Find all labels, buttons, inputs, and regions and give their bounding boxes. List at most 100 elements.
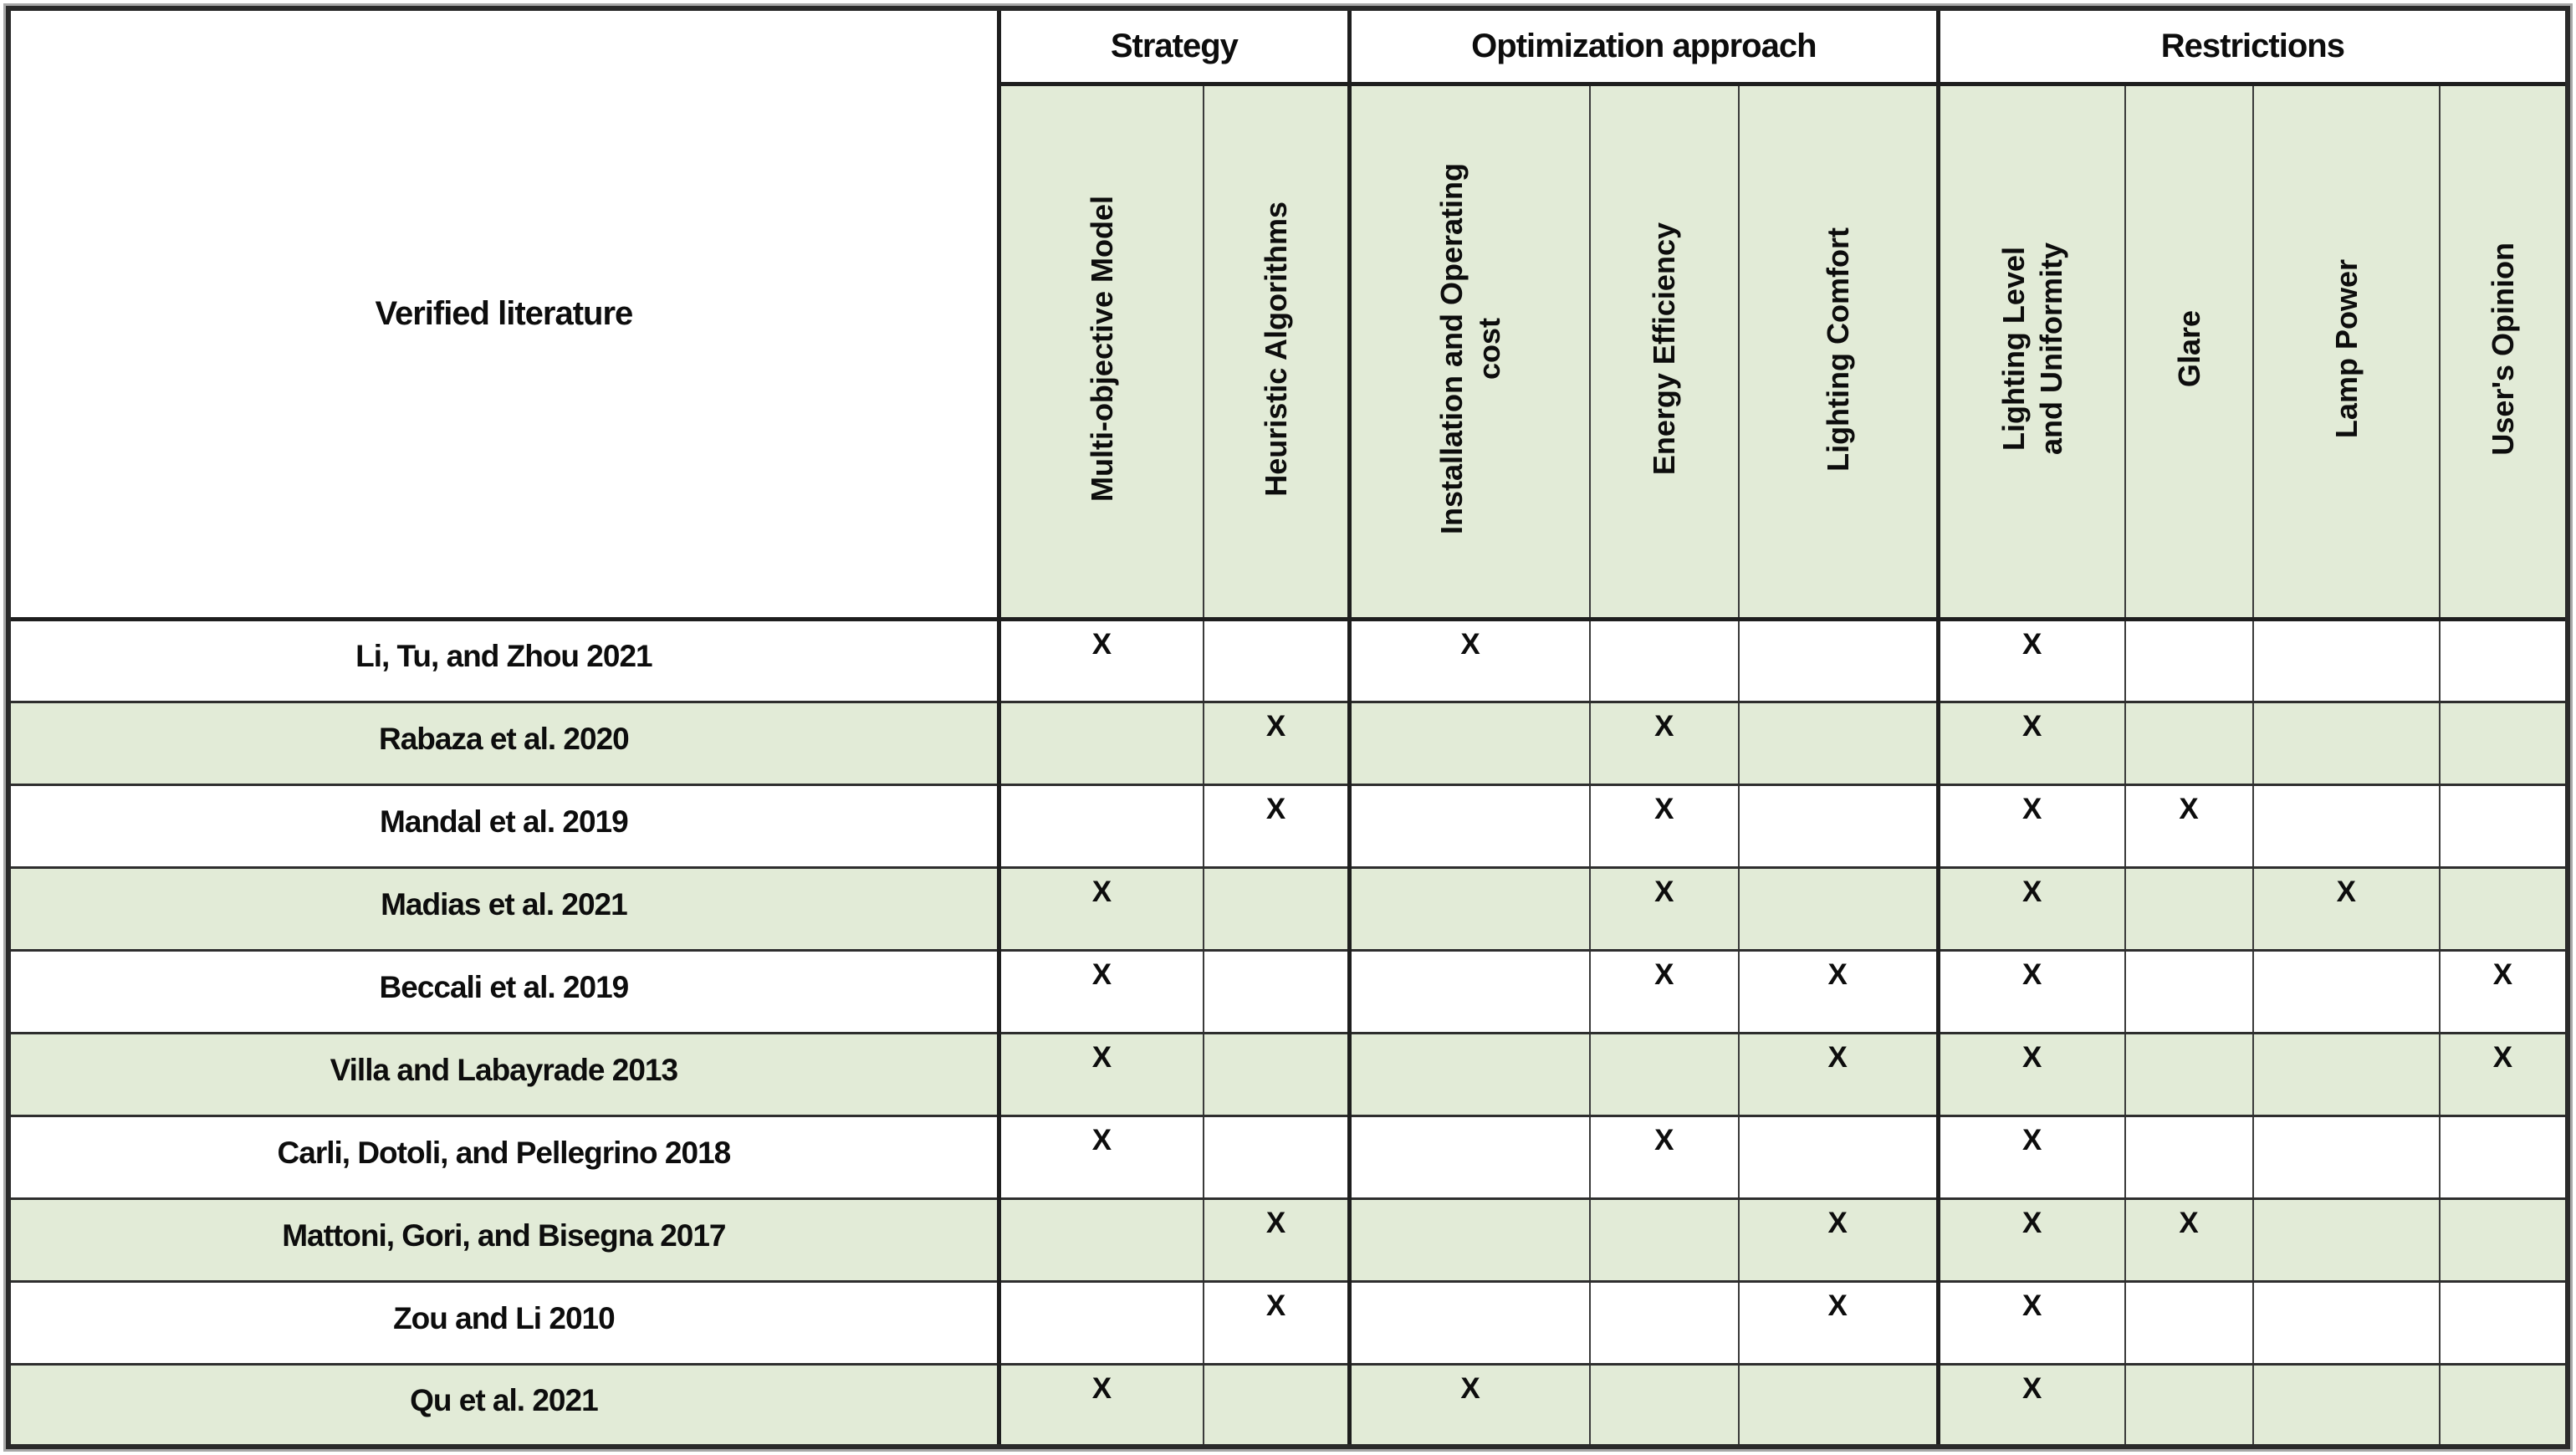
mark-cell: X (1203, 783, 1351, 869)
mark-cell (2124, 948, 2254, 1034)
mark-cell (1203, 1114, 1351, 1200)
mark-cell (2438, 700, 2569, 786)
column-header-multi-objective-model: Multi-objective Model (996, 83, 1205, 621)
mark-cell (1347, 948, 1592, 1034)
mark-cell: X (1589, 783, 1740, 869)
mark-cell (1589, 1197, 1740, 1283)
table-row: Beccali et al. 2019 X X X X X (7, 948, 2569, 1034)
row-label: Qu et al. 2021 (7, 1362, 1000, 1448)
mark-cell: X (1935, 1279, 2126, 1366)
mark-cell: X (996, 1031, 1205, 1117)
group-header-optimization-approach: Optimization approach (1347, 8, 1940, 86)
table-row: Villa and Labayrade 2013 X X X X (7, 1031, 2569, 1117)
column-header-installation-operating-cost: Installation and Operating cost (1347, 83, 1592, 621)
table-row: Mattoni, Gori, and Bisegna 2017 X X X X (7, 1197, 2569, 1283)
column-header-lighting-level-uniformity: Lighting Level and Uniformity (1935, 83, 2126, 621)
mark-cell: X (1203, 700, 1351, 786)
mark-cell (1347, 700, 1592, 786)
mark-cell (1203, 865, 1351, 952)
row-label: Madias et al. 2021 (7, 865, 1000, 952)
mark-cell (1737, 783, 1940, 869)
mark-cell (1737, 865, 1940, 952)
mark-cell (2251, 1362, 2441, 1448)
mark-cell: X (2251, 865, 2441, 952)
mark-cell (1589, 1279, 1740, 1366)
mark-cell (2438, 1114, 2569, 1200)
mark-cell (2438, 1362, 2569, 1448)
mark-cell: X (1935, 1197, 2126, 1283)
mark-cell (2438, 1197, 2569, 1283)
table-row: Mandal et al. 2019 X X X X (7, 783, 2569, 869)
column-header-row: Multi-objective Model Heuristic Algorith… (8, 83, 2569, 621)
column-header-glare: Glare (2124, 83, 2254, 621)
mark-cell (1347, 1114, 1592, 1200)
mark-cell (1737, 617, 1940, 703)
mark-cell (996, 700, 1205, 786)
mark-cell (2251, 617, 2441, 703)
mark-cell (2124, 1114, 2254, 1200)
mark-cell (1589, 1031, 1740, 1117)
mark-cell: X (1935, 1031, 2126, 1117)
literature-comparison-table: Verified literature Strategy Optimizatio… (3, 3, 2573, 1452)
mark-cell: X (1935, 1362, 2126, 1448)
group-header-strategy: Strategy (996, 8, 1351, 86)
column-header-label: Lamp Power (2328, 259, 2364, 439)
mark-cell (2251, 1279, 2441, 1366)
table-row: Rabaza et al. 2020 X X X (7, 700, 2569, 786)
mark-cell: X (1935, 617, 2126, 703)
mark-cell: X (1589, 948, 1740, 1034)
group-header-restrictions: Restrictions (1935, 8, 2568, 86)
mark-cell: X (1737, 948, 1940, 1034)
column-header-lighting-comfort: Lighting Comfort (1737, 83, 1940, 621)
mark-cell (996, 1279, 1205, 1366)
mark-cell (1347, 783, 1592, 869)
mark-cell: X (996, 1114, 1205, 1200)
mark-cell: X (2438, 1031, 2569, 1117)
mark-cell: X (1737, 1031, 1940, 1117)
mark-cell (2124, 1031, 2254, 1117)
mark-cell: X (2124, 1197, 2254, 1283)
corner-header: Verified literature (7, 8, 1000, 621)
mark-cell: X (1347, 617, 1592, 703)
column-header-label: Lighting Comfort (1820, 227, 1855, 472)
mark-cell: X (1737, 1197, 1940, 1283)
column-header-label: Lighting Level and Uniformity (1996, 242, 2068, 456)
mark-cell: X (996, 948, 1205, 1034)
mark-cell (2124, 700, 2254, 786)
mark-cell (1737, 1362, 1940, 1448)
row-label: Mattoni, Gori, and Bisegna 2017 (7, 1197, 1000, 1283)
mark-cell: X (1935, 948, 2126, 1034)
mark-cell (2251, 948, 2441, 1034)
mark-cell (2251, 1114, 2441, 1200)
mark-cell (1203, 1031, 1351, 1117)
column-header-energy-efficiency: Energy Efficiency (1589, 83, 1740, 621)
column-header-label: Heuristic Algorithms (1259, 202, 1293, 497)
mark-cell (2438, 617, 2569, 703)
column-header-label: Energy Efficiency (1647, 222, 1682, 476)
literature-comparison-table-wrapper: Verified literature Strategy Optimizatio… (3, 3, 2573, 1452)
mark-cell (1347, 1197, 1592, 1283)
mark-cell (1203, 617, 1351, 703)
mark-cell (2251, 700, 2441, 786)
column-header-label: Glare (2171, 310, 2206, 388)
mark-cell (2438, 865, 2569, 952)
mark-cell: X (996, 865, 1205, 952)
mark-cell: X (996, 617, 1205, 703)
mark-cell: X (1589, 700, 1740, 786)
mark-cell: X (1737, 1279, 1940, 1366)
column-header-heuristic-algorithms: Heuristic Algorithms (1203, 83, 1351, 621)
mark-cell (2251, 1031, 2441, 1117)
row-label: Li, Tu, and Zhou 2021 (7, 617, 1000, 703)
mark-cell (2124, 1279, 2254, 1366)
table-row: Carli, Dotoli, and Pellegrino 2018 X X X (7, 1114, 2569, 1200)
row-label: Villa and Labayrade 2013 (7, 1031, 1000, 1117)
row-label: Carli, Dotoli, and Pellegrino 2018 (7, 1114, 1000, 1200)
mark-cell (1347, 865, 1592, 952)
mark-cell: X (1935, 783, 2126, 869)
table-row: Zou and Li 2010 X X X (7, 1279, 2569, 1366)
mark-cell (1589, 617, 1740, 703)
group-header-row: Verified literature Strategy Optimizatio… (7, 8, 2568, 621)
mark-cell (996, 1197, 1205, 1283)
mark-cell (2124, 1362, 2254, 1448)
mark-cell (2438, 783, 2569, 869)
